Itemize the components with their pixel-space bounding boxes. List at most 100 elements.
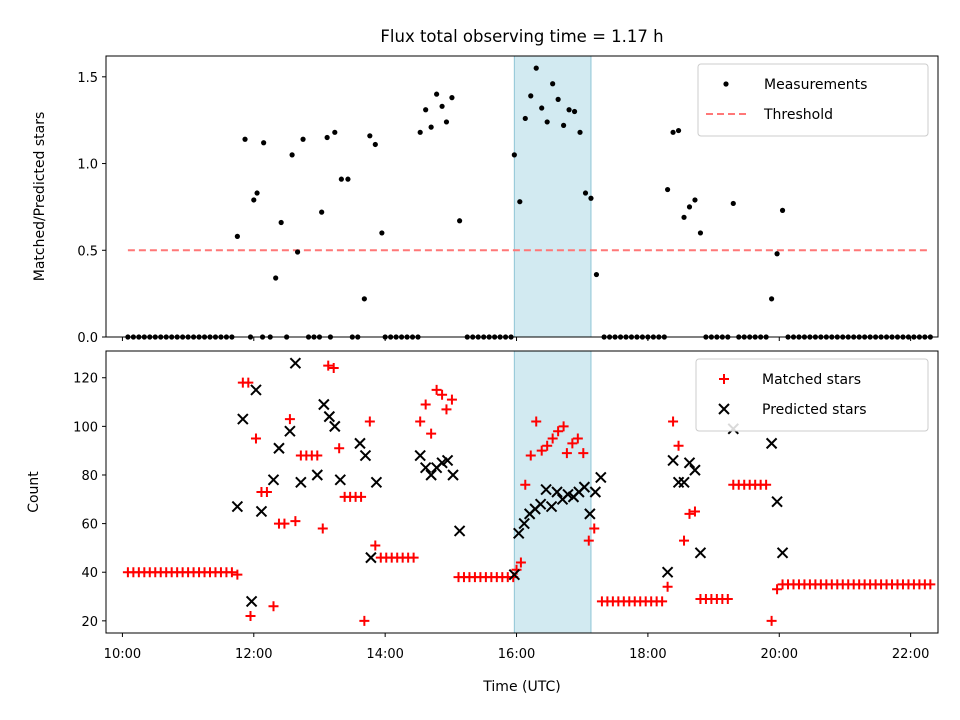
data-point <box>572 433 583 444</box>
data-point <box>323 410 336 423</box>
data-point <box>370 540 381 551</box>
legend-label: Measurements <box>764 77 867 93</box>
data-point <box>515 557 526 568</box>
data-point <box>769 296 775 302</box>
y-tick-label: 100 <box>73 420 98 435</box>
data-point <box>657 596 668 607</box>
data-point <box>561 448 572 459</box>
data-point <box>547 433 558 444</box>
data-point <box>231 500 244 513</box>
data-point <box>441 404 452 415</box>
y-tick-label: 0.0 <box>77 331 98 346</box>
data-point <box>589 486 602 498</box>
data-point <box>566 107 572 113</box>
data-point <box>667 454 679 467</box>
y-tick-label: 120 <box>73 372 98 387</box>
data-point <box>289 152 295 158</box>
data-point <box>584 508 596 520</box>
data-point <box>561 122 567 128</box>
data-point <box>525 450 536 461</box>
data-point <box>528 93 534 99</box>
data-point <box>267 474 280 486</box>
data-point <box>426 428 437 439</box>
legend-marker <box>718 403 730 415</box>
plot-frame <box>105 350 939 634</box>
x-axis-title: Time (UTC) <box>482 679 560 695</box>
data-point <box>536 445 547 456</box>
data-point <box>354 437 366 450</box>
x-tick-label: 12:00 <box>235 647 272 662</box>
data-point <box>672 476 685 488</box>
data-point <box>670 129 676 135</box>
data-point <box>273 275 279 281</box>
data-point <box>558 421 569 432</box>
data-point <box>694 547 707 559</box>
data-point <box>542 440 553 451</box>
data-point <box>577 129 583 135</box>
data-point <box>365 551 377 564</box>
data-point <box>300 136 306 142</box>
data-point <box>250 384 262 396</box>
data-point <box>434 91 440 97</box>
data-point <box>534 498 547 510</box>
data-point <box>328 363 339 374</box>
data-point <box>261 487 272 497</box>
data-point <box>443 119 450 125</box>
y-axis-title: Matched/Predicted stars <box>32 112 48 282</box>
data-point <box>329 420 341 433</box>
data-point <box>318 398 330 411</box>
data-point <box>589 523 600 534</box>
data-point <box>553 426 564 437</box>
data-point <box>364 416 375 427</box>
data-point <box>226 567 237 578</box>
data-point <box>689 506 700 517</box>
data-point <box>689 464 701 476</box>
data-point <box>334 443 345 454</box>
series-0 <box>122 360 936 626</box>
y-tick-label: 60 <box>81 518 98 533</box>
data-point <box>661 566 674 578</box>
data-point <box>730 200 736 207</box>
legend: Measurements Threshold <box>697 63 929 137</box>
data-point <box>447 469 459 481</box>
data-point <box>673 440 684 451</box>
y-axis-title: Count <box>26 471 42 513</box>
series-1 <box>231 357 789 608</box>
data-point <box>593 271 600 278</box>
data-point <box>290 516 301 527</box>
y-tick-label: 1.5 <box>77 71 98 86</box>
x-tick-label: 22:00 <box>892 647 929 662</box>
data-point <box>419 461 432 474</box>
legend-label: Threshold <box>763 107 833 123</box>
legend-box <box>697 63 929 137</box>
y-tick-label: 40 <box>81 566 98 581</box>
legend-label: Matched stars <box>762 372 861 388</box>
data-point <box>234 233 240 239</box>
data-point <box>311 469 323 481</box>
data-point <box>668 416 679 427</box>
data-point <box>237 413 249 425</box>
data-point <box>295 476 307 488</box>
data-point <box>245 610 256 621</box>
data-point <box>588 195 594 201</box>
data-point <box>323 360 334 371</box>
data-point <box>520 479 531 490</box>
data-point <box>779 207 786 213</box>
data-point <box>367 133 373 139</box>
data-point <box>578 448 589 459</box>
data-point <box>761 479 772 490</box>
x-tick-label: 20:00 <box>761 647 798 662</box>
data-point <box>771 496 783 508</box>
data-point <box>513 527 525 540</box>
data-point <box>684 508 695 519</box>
data-point <box>692 197 698 203</box>
highlight-span <box>513 55 592 338</box>
data-point <box>428 124 434 130</box>
data-point <box>511 152 517 158</box>
y-tick-label: 0.5 <box>77 244 98 259</box>
data-point <box>578 481 591 493</box>
x-tick-label: 10:00 <box>104 647 141 662</box>
data-point <box>772 584 783 595</box>
data-point <box>517 199 523 205</box>
x-tick-label: 18:00 <box>629 647 666 662</box>
